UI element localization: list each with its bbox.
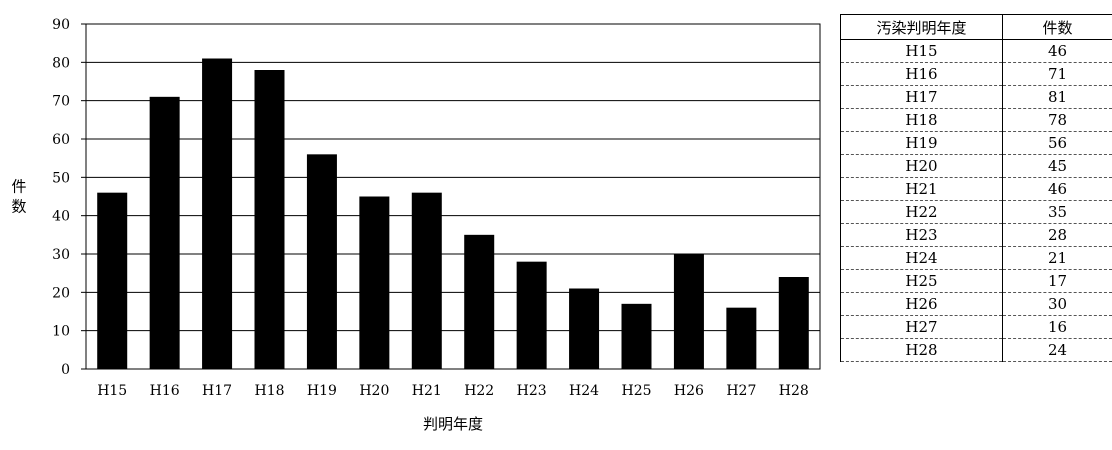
table-row: H20 45 bbox=[840, 154, 1112, 178]
table-row: H28 24 bbox=[840, 338, 1112, 362]
cell-year: H27 bbox=[840, 315, 1003, 339]
table-row: H27 16 bbox=[840, 315, 1112, 339]
header-year: 汚染判明年度 bbox=[840, 14, 1003, 40]
cell-count: 17 bbox=[1002, 269, 1112, 293]
table-row: H22 35 bbox=[840, 200, 1112, 224]
y-tick-label: 50 bbox=[52, 170, 70, 186]
cell-count: 71 bbox=[1002, 62, 1112, 86]
cell-year: H25 bbox=[840, 269, 1003, 293]
bar-h20 bbox=[359, 196, 390, 369]
cell-year: H21 bbox=[840, 177, 1003, 201]
table-row: H26 30 bbox=[840, 292, 1112, 316]
x-tick-label: H21 bbox=[412, 383, 442, 399]
cell-year: H28 bbox=[840, 338, 1003, 362]
cell-count: 45 bbox=[1002, 154, 1112, 178]
bar-h25 bbox=[621, 303, 652, 369]
x-axis-label: 判明年度 bbox=[423, 415, 483, 433]
bar-h19 bbox=[306, 154, 337, 369]
x-axis-ticks: H15 H16 H17 H18 H19 H20 H21 H22 H23 H24 H25 H26 H27 H… bbox=[97, 383, 809, 399]
x-tick-label: H20 bbox=[359, 383, 389, 399]
y-tick-label: 0 bbox=[61, 362, 70, 378]
x-tick-label: H19 bbox=[307, 383, 337, 399]
bar-h22 bbox=[464, 234, 495, 369]
cell-count: 16 bbox=[1002, 315, 1112, 339]
table-row: H19 56 bbox=[840, 131, 1112, 155]
y-axis-label: 件数 bbox=[11, 178, 26, 216]
y-tick-label: 80 bbox=[52, 55, 70, 71]
bar-chart: 0 10 20 30 40 50 60 70 80 90 H15 H16 H17 H18 H19 H20 H2… bbox=[11, 17, 821, 433]
header-count: 件数 bbox=[1002, 14, 1112, 40]
table-row: H18 78 bbox=[840, 108, 1112, 132]
x-tick-label: H26 bbox=[674, 383, 704, 399]
table-header-row: 汚染判明年度 件数 bbox=[840, 14, 1112, 40]
cell-year: H19 bbox=[840, 131, 1003, 155]
x-tick-label: H22 bbox=[464, 383, 494, 399]
cell-count: 24 bbox=[1002, 338, 1112, 362]
y-tick-label: 20 bbox=[52, 285, 70, 301]
table-row: H15 46 bbox=[840, 39, 1112, 63]
x-tick-label: H23 bbox=[517, 383, 547, 399]
cell-count: 30 bbox=[1002, 292, 1112, 316]
cell-year: H23 bbox=[840, 223, 1003, 247]
bar-h15 bbox=[97, 192, 128, 369]
x-tick-label: H24 bbox=[569, 383, 599, 399]
cell-year: H22 bbox=[840, 200, 1003, 224]
x-tick-label: H15 bbox=[97, 383, 127, 399]
cell-count: 78 bbox=[1002, 108, 1112, 132]
data-table: 汚染判明年度 件数 H15 46 H16 71 H17 81 H18 78 H19 56 H20 45… bbox=[840, 14, 1112, 362]
bar-h28 bbox=[778, 277, 809, 369]
bar-h24 bbox=[569, 288, 600, 369]
table-row: H16 71 bbox=[840, 62, 1112, 86]
x-tick-label: H17 bbox=[202, 383, 232, 399]
cell-count: 28 bbox=[1002, 223, 1112, 247]
bar-h23 bbox=[516, 261, 547, 369]
x-tick-label: H16 bbox=[150, 383, 180, 399]
cell-year: H24 bbox=[840, 246, 1003, 270]
y-tick-label: 90 bbox=[52, 17, 70, 33]
cell-year: H26 bbox=[840, 292, 1003, 316]
table-row: H21 46 bbox=[840, 177, 1112, 201]
cell-count: 81 bbox=[1002, 85, 1112, 109]
y-tick-label: 10 bbox=[52, 324, 70, 340]
table-row: H23 28 bbox=[840, 223, 1112, 247]
x-tick-label: H27 bbox=[726, 383, 756, 399]
bar-h27 bbox=[726, 307, 757, 369]
y-tick-label: 40 bbox=[52, 209, 70, 225]
bar-h17 bbox=[202, 58, 233, 369]
table-row: H24 21 bbox=[840, 246, 1112, 270]
cell-count: 46 bbox=[1002, 39, 1112, 63]
table-row: H25 17 bbox=[840, 269, 1112, 293]
y-tick-label: 70 bbox=[52, 94, 70, 110]
cell-year: H16 bbox=[840, 62, 1003, 86]
gridlines bbox=[86, 61, 820, 332]
cell-count: 35 bbox=[1002, 200, 1112, 224]
x-tick-label: H28 bbox=[779, 383, 809, 399]
y-tick-label: 60 bbox=[52, 132, 70, 148]
x-tick-label: H18 bbox=[254, 383, 284, 399]
bar-h26 bbox=[673, 254, 704, 369]
table-row: H17 81 bbox=[840, 85, 1112, 109]
x-tick-label: H25 bbox=[621, 383, 651, 399]
bar-h18 bbox=[254, 70, 285, 369]
cell-count: 56 bbox=[1002, 131, 1112, 155]
cell-count: 21 bbox=[1002, 246, 1112, 270]
cell-year: H15 bbox=[840, 39, 1003, 63]
cell-count: 46 bbox=[1002, 177, 1112, 201]
cell-year: H17 bbox=[840, 85, 1003, 109]
y-tick-label: 30 bbox=[52, 247, 70, 263]
y-axis-ticks: 0 10 20 30 40 50 60 70 80 90 bbox=[52, 17, 86, 378]
bars bbox=[97, 58, 809, 369]
table-body: H15 46 H16 71 H17 81 H18 78 H19 56 H20 45 H21 46 H22 35… bbox=[840, 39, 1112, 362]
table-header: 汚染判明年度 件数 bbox=[840, 14, 1112, 40]
cell-year: H18 bbox=[840, 108, 1003, 132]
plot-area bbox=[85, 23, 821, 370]
bar-h21 bbox=[411, 192, 442, 369]
bar-h16 bbox=[149, 96, 180, 369]
cell-year: H20 bbox=[840, 154, 1003, 178]
